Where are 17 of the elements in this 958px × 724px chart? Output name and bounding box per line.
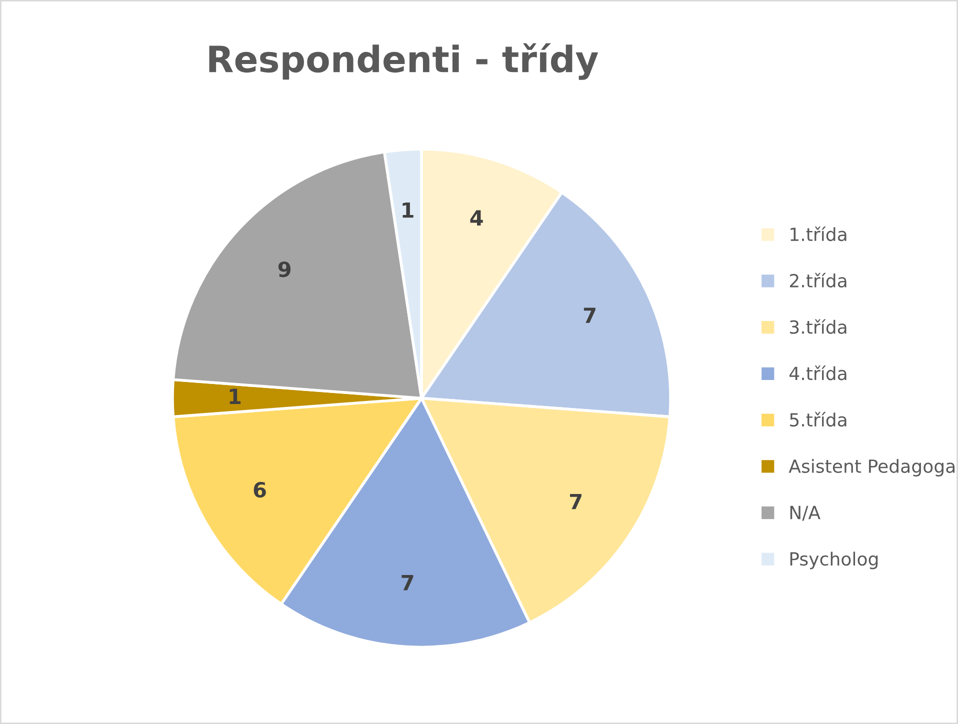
legend-label: N/A xyxy=(790,506,820,521)
data-label: 1 xyxy=(402,202,414,218)
data-label: 6 xyxy=(254,482,266,498)
chart-title: Respondenti - třídy xyxy=(209,43,598,80)
data-label: 7 xyxy=(584,308,596,323)
legend-label: Asistent Pedagoga xyxy=(788,459,955,476)
legend-label: 4.třída xyxy=(790,366,846,380)
data-label: 9 xyxy=(278,261,291,278)
legend-label: 2.třída xyxy=(790,272,846,288)
data-label: 7 xyxy=(402,575,414,590)
legend-label: Psycholog xyxy=(790,552,878,570)
data-label: 7 xyxy=(570,494,582,510)
legend-label: 5.třída xyxy=(790,412,846,427)
legend-label: 1.třída xyxy=(790,226,846,242)
legend-label: 3.třída xyxy=(790,319,846,334)
data-label: 1 xyxy=(230,388,241,404)
data-label: 4 xyxy=(470,210,483,226)
